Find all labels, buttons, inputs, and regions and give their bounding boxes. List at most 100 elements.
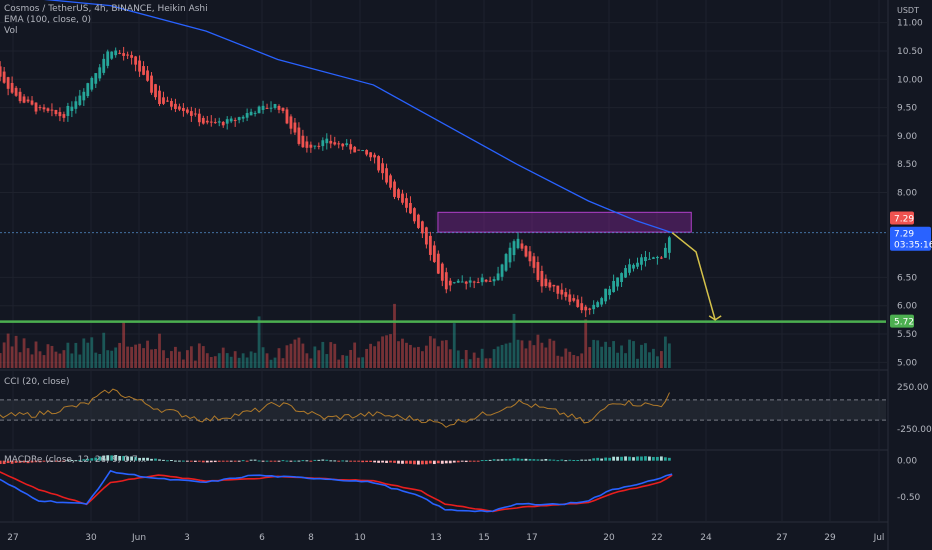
candle-body [632, 264, 635, 269]
volume-bar [98, 353, 102, 368]
volume-legend[interactable]: Vol [4, 26, 18, 36]
volume-bar [249, 351, 253, 368]
macd-histogram-bar [22, 460, 26, 463]
volume-bar [544, 347, 548, 368]
volume-bar [34, 341, 38, 368]
ema-legend[interactable]: EMA (100, close, 0) [4, 15, 92, 25]
macd-histogram-bar [197, 460, 201, 462]
candle-body [146, 70, 149, 81]
volume-bar [0, 353, 2, 368]
volume-bar [592, 339, 596, 368]
volume-bar [305, 353, 309, 368]
candle-body [126, 54, 130, 56]
candle-body [118, 52, 122, 54]
macd-legend-label[interactable]: MACDRe (close, 12, 26, 9, 0.7... [4, 455, 147, 465]
macd-histogram-bar [349, 460, 353, 462]
volume-bar [652, 348, 655, 368]
macd-histogram-bar [393, 460, 396, 463]
candle-body [640, 257, 643, 265]
macd-histogram-bar [636, 456, 639, 461]
macd-histogram-bar [34, 460, 38, 463]
volume-bar [488, 358, 492, 368]
macd-histogram-bar [560, 459, 564, 461]
volume-bar [154, 348, 157, 368]
candle-body [492, 279, 496, 282]
candle-body [265, 107, 269, 109]
candle-body [42, 107, 46, 110]
volume-bar [397, 341, 400, 368]
macd-histogram-bar [572, 460, 576, 462]
candle-body [309, 144, 313, 148]
candlestick-series [0, 46, 671, 318]
candle-body [604, 288, 608, 302]
candle-body [341, 143, 345, 147]
volume-bar [444, 340, 448, 368]
candle-body [249, 111, 253, 116]
volume-bar [584, 319, 588, 368]
volume-bar [640, 344, 643, 368]
date-tick-label: 24 [700, 533, 712, 543]
cci-pane [0, 388, 886, 428]
macd-histogram-bar [317, 459, 321, 461]
macd-histogram-bar [0, 460, 2, 465]
volume-bar [317, 350, 321, 368]
macd-histogram-bar [253, 459, 257, 461]
volume-bar [516, 339, 520, 368]
volume-bar [548, 338, 552, 368]
macd-histogram-bar [281, 460, 285, 462]
candle-body [500, 264, 504, 277]
macd-histogram-bar [189, 460, 193, 462]
projection-arrow[interactable] [671, 232, 722, 321]
candle-body [86, 83, 90, 97]
volume-bar [413, 347, 416, 368]
candle-body [205, 120, 209, 123]
candle-body [588, 308, 592, 310]
candle-body [393, 181, 396, 197]
macd-histogram-bar [114, 455, 118, 461]
last-price-text: 7.29 [894, 230, 914, 240]
macd-histogram-bar [10, 460, 14, 464]
projection-path [671, 232, 716, 321]
macd-histogram-bar [409, 460, 412, 464]
candle-body [94, 73, 98, 84]
volume-bar [158, 333, 161, 368]
volume-bar [460, 359, 464, 368]
candle-body [225, 119, 229, 124]
symbol-title[interactable]: Cosmos / TetherUS, 4h, BINANCE, Heikin A… [4, 4, 208, 14]
candle-body [233, 119, 237, 121]
volume-bar [604, 341, 608, 368]
candle-body [564, 292, 568, 297]
grid-lines [0, 0, 889, 550]
volume-bar [596, 340, 600, 368]
candle-body [170, 100, 173, 107]
candle-body [624, 268, 627, 278]
volume-bar [484, 358, 488, 368]
candle-body [667, 237, 671, 253]
volume-bar [381, 336, 384, 368]
candle-body [432, 245, 436, 262]
price-tick-label: 5.00 [897, 358, 917, 368]
macd-histogram-bar [265, 460, 269, 462]
candle-body [592, 304, 596, 310]
volume-bar [170, 351, 173, 368]
volume-bar [181, 359, 185, 368]
volume-bar [114, 347, 118, 368]
candle-body [428, 235, 432, 255]
macd-histogram-bar [373, 460, 376, 463]
candle-body [181, 107, 185, 111]
countdown-text: 03:35:16 [894, 241, 932, 251]
macd-histogram-bar [580, 459, 584, 461]
candle-body [10, 82, 14, 93]
date-tick-label: 20 [603, 533, 615, 543]
cci-legend-label[interactable]: CCI (20, close) [4, 377, 70, 387]
candle-body [548, 282, 552, 288]
volume-bar [377, 341, 380, 368]
candle-body [237, 117, 241, 121]
volume-bar [337, 359, 341, 368]
macd-histogram-bar [612, 456, 615, 461]
macd-tick-label: 0.00 [897, 457, 917, 467]
volume-bar [134, 344, 137, 368]
macd-histogram-bar [130, 456, 134, 461]
volume-bar [174, 346, 177, 368]
